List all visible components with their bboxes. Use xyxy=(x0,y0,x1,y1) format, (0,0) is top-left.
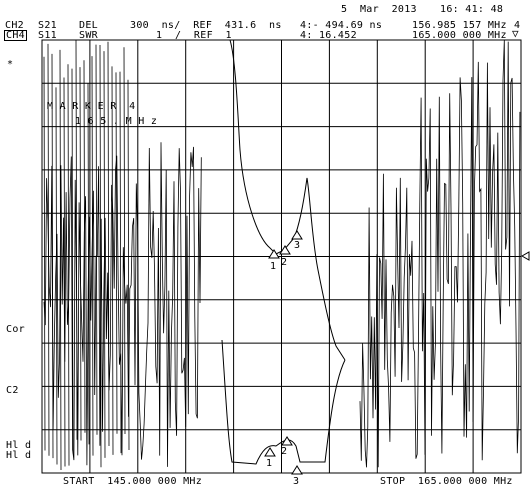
stop-frequency: STOP 165.000 000 MHz xyxy=(380,476,513,487)
c2-annotation: C2 xyxy=(6,385,19,396)
marker-readout-freq: 1 6 5 . M H z xyxy=(75,116,158,127)
correction-annotation: Cor xyxy=(6,324,25,335)
marker-pointer-icon: ▽ xyxy=(512,27,519,40)
marker-freq-bottom: 165.000 000 MHz xyxy=(412,30,507,41)
date: 5 Mar 2013 xyxy=(341,4,417,15)
channel-4-label[interactable]: CH4 xyxy=(4,30,27,41)
asterisk-annotation: * xyxy=(7,59,14,70)
marker-value-top: 4:- 494.69 ns xyxy=(300,20,383,31)
marker-1-lower-icon xyxy=(264,447,276,457)
traces xyxy=(43,39,521,470)
marker-index: 4 xyxy=(514,20,521,31)
scale-bottom: 1 / REF 1 xyxy=(156,30,232,41)
marker-2-label-lower: 2 xyxy=(281,446,288,457)
marker-3-label-lower: 3 xyxy=(293,476,300,487)
noise-trace-left xyxy=(43,142,202,467)
scale-top: 300 ns/ REF 431.6 ns xyxy=(130,20,282,31)
marker-2-upper-icon xyxy=(279,245,291,255)
marker-readout: M A R K E R 4 xyxy=(47,101,136,112)
time: 16: 41: 48 xyxy=(440,4,504,15)
marker-1-label-lower: 1 xyxy=(266,458,273,469)
hold-annotation-1: Hl d xyxy=(6,440,32,451)
swr-trace xyxy=(229,39,346,361)
format-bottom: SWR xyxy=(79,30,98,41)
hold-annotation-2: Hl d xyxy=(6,450,32,461)
markers xyxy=(264,230,303,475)
channel-2-label[interactable]: CH2 xyxy=(5,20,24,31)
marker-3-label-upper: 3 xyxy=(294,240,301,251)
marker-value-bottom: 4: 16.452 xyxy=(300,30,357,41)
marker-2-lower-icon xyxy=(281,436,293,446)
start-frequency: START 145.000 000 MHz xyxy=(63,476,203,487)
reference-level-icon xyxy=(520,251,530,261)
marker-3-upper-icon xyxy=(291,230,303,240)
marker-3-lower-icon xyxy=(291,465,303,475)
noise-trace-right xyxy=(359,40,521,468)
marker-1-label-upper: 1 xyxy=(270,261,277,272)
delay-trace xyxy=(221,339,346,465)
noise-spikes-left xyxy=(43,40,130,470)
param-bottom: S11 xyxy=(38,30,57,41)
param-top: S21 xyxy=(38,20,57,31)
marker-freq-top: 156.985 157 MHz xyxy=(412,20,507,31)
marker-1-upper-icon xyxy=(268,249,280,259)
marker-2-label-upper: 2 xyxy=(281,257,288,268)
format-top: DEL xyxy=(79,20,98,31)
